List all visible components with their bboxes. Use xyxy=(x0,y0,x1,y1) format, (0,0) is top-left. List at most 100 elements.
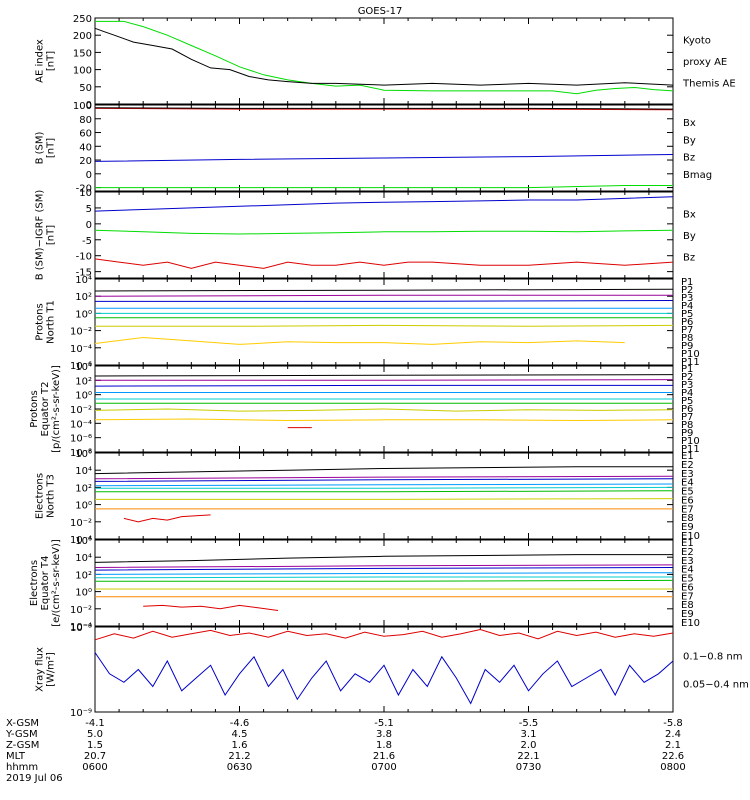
footer-value-x: -4.1 xyxy=(85,718,105,729)
series-9-line xyxy=(123,514,211,523)
y-tick-label: 10⁻² xyxy=(70,605,92,616)
legend-entry: P6 xyxy=(681,404,693,415)
legend-entry: E10 xyxy=(681,531,700,542)
legend-entry: Kyoto xyxy=(683,36,711,47)
legend-entry: E3 xyxy=(681,469,694,480)
y-tick-label: -5 xyxy=(82,236,92,247)
footer-label-mlt: MLT xyxy=(6,751,26,762)
legend-entry: E1 xyxy=(681,451,694,462)
y-axis-label: AE index xyxy=(35,39,46,83)
legend-entry: E1 xyxy=(681,538,694,549)
plot-frame xyxy=(94,452,674,540)
legend-entry: E2 xyxy=(681,547,694,558)
legend-entry: E5 xyxy=(681,487,694,498)
footer-value-hhmm: 0600 xyxy=(82,762,107,773)
legend-entry: P1 xyxy=(681,277,693,288)
series-7-line xyxy=(95,324,674,327)
series-2-line xyxy=(95,379,674,381)
y-tick-label: 10² xyxy=(75,483,92,494)
legend-entry: P11 xyxy=(681,357,700,368)
y-tick-label: -20 xyxy=(76,184,92,195)
footer-label-date: 2019 Jul 06 xyxy=(6,773,63,784)
footer-value-z: 2.0 xyxy=(521,740,537,751)
legend-entry: P4 xyxy=(681,388,693,399)
legend-entry: P8 xyxy=(681,420,693,431)
legend-entry: E7 xyxy=(681,591,694,602)
y-axis-label: [nT] xyxy=(46,225,57,245)
legend-entry: P3 xyxy=(681,293,693,304)
footer-value-y: 3.1 xyxy=(521,729,537,740)
legend-entry: E10 xyxy=(681,618,700,629)
series-9-line xyxy=(143,604,279,611)
series-2-line xyxy=(94,294,673,297)
y-tick-label: 10⁶ xyxy=(75,449,92,460)
y-tick-label: -15 xyxy=(76,268,92,279)
legend-entry: By xyxy=(683,231,696,242)
y-axis-label: [nT] xyxy=(46,138,57,158)
figure-title: GOES-17 xyxy=(358,6,403,17)
series-5-line xyxy=(94,576,673,579)
legend-entry: E4 xyxy=(681,565,694,576)
y-tick-label: 60 xyxy=(79,129,92,140)
y-tick-label: 250 xyxy=(73,14,92,25)
footer-value-x: -5.1 xyxy=(374,718,394,729)
legend-entry: 0.05−0.4 nm xyxy=(683,680,749,691)
y-tick-label: 10⁻⁹ xyxy=(70,708,92,719)
legend-entry: E6 xyxy=(681,495,694,506)
y-tick-label: 10⁴ xyxy=(75,466,92,477)
y-axis-label: [W/m²] xyxy=(46,652,57,687)
y-tick-label: 10⁻⁴ xyxy=(70,344,92,355)
series-8-line xyxy=(94,336,625,345)
footer-value-mlt: 22.6 xyxy=(662,751,684,762)
y-axis-label: Protons xyxy=(29,390,40,427)
legend-entry: P7 xyxy=(681,412,693,423)
series-1-line xyxy=(94,288,674,292)
series-7-line xyxy=(94,408,674,412)
y-axis-label: North T1 xyxy=(46,300,57,344)
footer-value-hhmm: 0800 xyxy=(660,762,685,773)
y-tick-label: 100 xyxy=(73,66,92,77)
footer-labels: X-GSM Y-GSM Z-GSM MLT hhmm 2019 Jul 06 xyxy=(5,718,63,784)
footer-value-mlt: 20.7 xyxy=(84,751,106,762)
legend-entry: Bz xyxy=(683,253,695,264)
series-1-line xyxy=(94,154,674,162)
legend-entry: E5 xyxy=(681,574,694,585)
legend-entry: P10 xyxy=(681,436,700,447)
legend-entry: E4 xyxy=(681,478,694,489)
footer-label-z: Z-GSM xyxy=(6,740,39,751)
series-3-line xyxy=(95,300,674,302)
footer-value-y: 4.5 xyxy=(232,729,248,740)
footer-value-mlt: 21.6 xyxy=(373,751,395,762)
y-tick-label: 50 xyxy=(79,83,92,94)
series-2-line xyxy=(94,229,674,235)
legend-entry: E9 xyxy=(681,609,694,620)
legend-entry: P1 xyxy=(681,364,693,375)
footer-value-mlt: 21.2 xyxy=(228,751,250,762)
y-axis-label: Equator T2 xyxy=(40,382,51,437)
series-4-line xyxy=(94,572,674,575)
legend-entry: Bx xyxy=(683,210,696,221)
legend-entry: P9 xyxy=(681,428,693,439)
y-tick-label: 10⁻² xyxy=(70,405,92,416)
panel-7: 10⁻⁴ 10⁻² 10⁰ 10² 10⁴ 10⁶ Electrons Equator T4[… xyxy=(29,536,700,633)
y-tick-label: 10⁶ xyxy=(75,536,92,547)
series-2-line xyxy=(94,27,674,86)
y-tick-label: 80 xyxy=(79,115,92,126)
y-tick-label: 10⁻⁸ xyxy=(70,623,92,634)
y-tick-label: 0 xyxy=(86,170,92,181)
legend-entry: P6 xyxy=(681,317,693,328)
legend-entry: E9 xyxy=(681,522,694,533)
y-tick-label: 10⁰ xyxy=(75,501,92,512)
legend-entry: P8 xyxy=(681,333,693,344)
y-tick-label: 150 xyxy=(73,48,92,59)
series-3-line xyxy=(94,107,674,111)
y-axis-label: North T3 xyxy=(46,474,57,518)
footer-label-hhmm: hhmm xyxy=(6,762,38,773)
y-tick-label: 200 xyxy=(73,31,92,42)
panel-8: 10⁻⁹ 10⁻⁸ Xray flux [W/m²] 0.1−0.8 nm 0.05−0.… xyxy=(35,623,749,719)
legend-entry: P9 xyxy=(681,341,693,352)
series-1-line xyxy=(94,196,674,212)
legend-entry: P5 xyxy=(681,309,693,320)
footer-value-mlt: 22.1 xyxy=(517,751,539,762)
